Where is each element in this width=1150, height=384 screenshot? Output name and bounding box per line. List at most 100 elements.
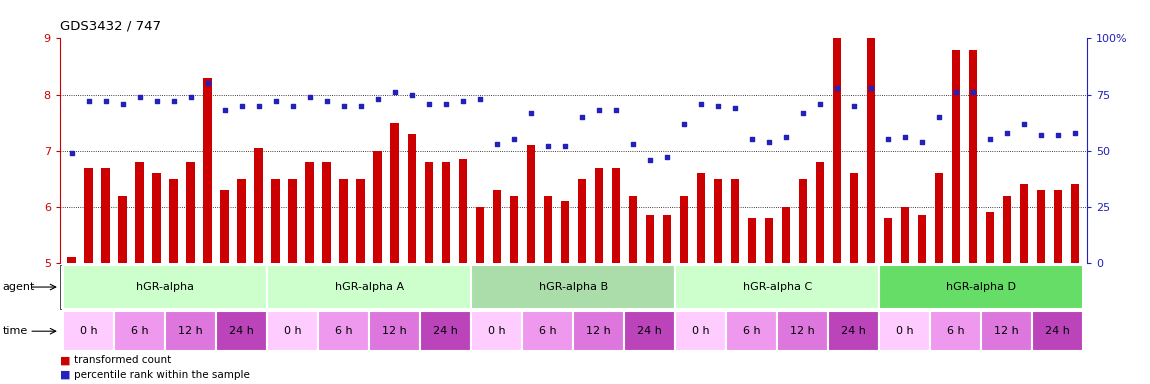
Point xyxy=(708,103,727,109)
Point xyxy=(623,141,642,147)
Text: 6 h: 6 h xyxy=(335,326,353,336)
Point xyxy=(691,101,710,107)
Text: ■: ■ xyxy=(60,355,70,365)
Bar xyxy=(442,162,450,263)
Bar xyxy=(254,148,263,263)
Point xyxy=(164,98,183,104)
Bar xyxy=(560,201,569,263)
Bar xyxy=(880,311,930,351)
Text: 12 h: 12 h xyxy=(178,326,204,336)
Point xyxy=(743,136,761,142)
Point xyxy=(641,157,659,163)
Point xyxy=(1066,130,1084,136)
Bar xyxy=(475,207,484,263)
Bar xyxy=(509,196,518,263)
Point xyxy=(453,98,472,104)
Point xyxy=(726,105,744,111)
Bar xyxy=(867,33,875,263)
Point xyxy=(913,139,932,145)
Bar xyxy=(645,215,654,263)
Bar xyxy=(1003,196,1011,263)
Bar xyxy=(675,311,727,351)
Bar xyxy=(727,311,777,351)
Bar xyxy=(765,218,773,263)
Bar xyxy=(662,215,672,263)
Point xyxy=(1049,132,1067,138)
Point xyxy=(590,107,608,113)
Point xyxy=(232,103,251,109)
Text: transformed count: transformed count xyxy=(74,355,171,365)
Bar xyxy=(204,78,212,263)
Bar xyxy=(883,218,892,263)
Text: percentile rank within the sample: percentile rank within the sample xyxy=(74,370,250,380)
Point xyxy=(998,130,1017,136)
Point xyxy=(182,94,200,100)
Bar xyxy=(612,167,620,263)
Point xyxy=(420,101,438,107)
Bar xyxy=(986,212,994,263)
Text: hGR-alpha D: hGR-alpha D xyxy=(946,282,1017,292)
Point xyxy=(505,136,523,142)
Text: hGR-alpha A: hGR-alpha A xyxy=(335,282,404,292)
Bar xyxy=(374,151,382,263)
Point xyxy=(130,94,148,100)
Bar xyxy=(730,179,739,263)
Text: 12 h: 12 h xyxy=(995,326,1019,336)
Bar xyxy=(900,207,908,263)
Point xyxy=(114,101,132,107)
Bar xyxy=(624,311,675,351)
Text: 0 h: 0 h xyxy=(488,326,506,336)
Bar xyxy=(136,162,144,263)
Bar xyxy=(1036,190,1045,263)
Bar xyxy=(815,162,825,263)
Bar xyxy=(356,179,365,263)
Point xyxy=(844,103,862,109)
Point xyxy=(199,80,217,86)
Bar xyxy=(322,162,331,263)
Text: 12 h: 12 h xyxy=(382,326,407,336)
Text: 0 h: 0 h xyxy=(896,326,913,336)
Point xyxy=(488,141,506,147)
Bar xyxy=(472,311,522,351)
Point xyxy=(981,136,999,142)
Bar xyxy=(1071,184,1079,263)
Bar xyxy=(306,162,314,263)
Bar xyxy=(267,265,472,309)
Bar xyxy=(319,311,369,351)
Point xyxy=(402,91,421,98)
Bar xyxy=(713,179,722,263)
Bar xyxy=(153,173,161,263)
Bar xyxy=(595,167,603,263)
Bar xyxy=(629,196,637,263)
Bar xyxy=(1033,311,1083,351)
Bar xyxy=(573,311,624,351)
Bar xyxy=(782,207,790,263)
Point xyxy=(538,143,557,149)
Point xyxy=(675,121,693,127)
Bar xyxy=(748,218,756,263)
Bar xyxy=(930,311,981,351)
Bar xyxy=(68,257,76,263)
Bar xyxy=(459,159,467,263)
Point xyxy=(522,109,540,116)
Bar xyxy=(680,196,688,263)
Bar xyxy=(216,311,267,351)
Bar xyxy=(267,311,319,351)
Text: hGR-alpha: hGR-alpha xyxy=(136,282,194,292)
Bar xyxy=(951,50,960,263)
Bar xyxy=(101,167,110,263)
Point xyxy=(385,89,404,95)
Bar xyxy=(221,190,229,263)
Bar xyxy=(522,311,573,351)
Point xyxy=(317,98,336,104)
Point xyxy=(470,96,489,102)
Text: 6 h: 6 h xyxy=(743,326,760,336)
Point xyxy=(896,134,914,140)
Point xyxy=(300,94,319,100)
Bar xyxy=(339,179,348,263)
Bar xyxy=(186,162,196,263)
Bar xyxy=(369,311,420,351)
Bar xyxy=(407,134,416,263)
Text: 24 h: 24 h xyxy=(434,326,458,336)
Point xyxy=(437,101,455,107)
